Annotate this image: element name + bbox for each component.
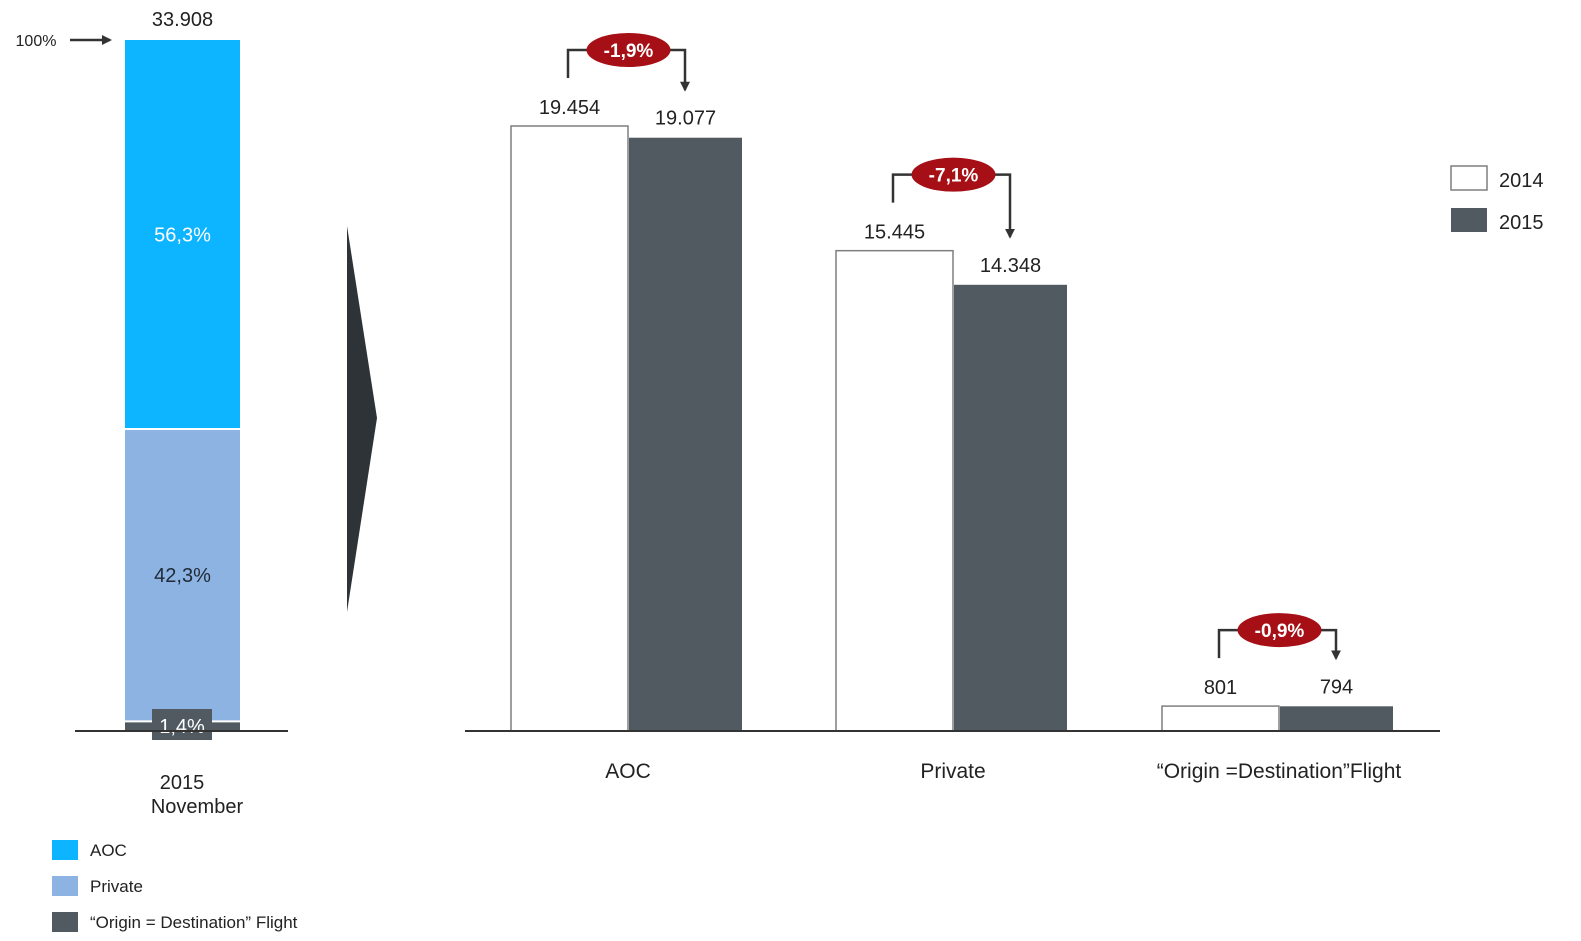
change-label-private: -7,1% bbox=[929, 166, 979, 187]
left-category-line-2: November bbox=[151, 796, 244, 818]
legend-private-label: Private bbox=[90, 877, 143, 896]
segment-aoc bbox=[125, 40, 240, 430]
chevron-divider bbox=[347, 226, 377, 612]
legend-aoc-label: AOC bbox=[90, 841, 127, 860]
total-value-label: 33.908 bbox=[152, 9, 213, 31]
bar-2015-ood bbox=[1280, 706, 1393, 731]
value-label-2014-ood: 801 bbox=[1204, 677, 1237, 699]
change-label-ood: -0,9% bbox=[1255, 621, 1305, 642]
change-badge-private bbox=[911, 157, 996, 192]
legend-2015-swatch bbox=[1451, 208, 1487, 232]
left-category-line-1: 2015 bbox=[160, 772, 205, 794]
value-label-2014-aoc: 19.454 bbox=[539, 97, 600, 119]
category-label-aoc: AOC bbox=[605, 760, 651, 783]
legend-private-swatch bbox=[52, 876, 78, 896]
change-label-aoc: -1,9% bbox=[604, 41, 654, 62]
change-badge-ood bbox=[1237, 613, 1322, 648]
bar-2014-private bbox=[835, 249, 954, 732]
bar-2014-aoc bbox=[510, 125, 629, 732]
legend-2014-swatch bbox=[1450, 165, 1488, 191]
segment-label-aoc: 56,3% bbox=[154, 225, 211, 247]
legend-ood-swatch bbox=[52, 912, 78, 932]
value-label-2014-private: 15.445 bbox=[864, 222, 925, 244]
change-badge-aoc bbox=[586, 33, 671, 67]
value-label-2015-aoc: 19.077 bbox=[655, 108, 716, 130]
segment-label-ood: 1,4% bbox=[159, 716, 205, 738]
value-label-2015-private: 14.348 bbox=[980, 255, 1041, 277]
category-label-private: Private bbox=[920, 760, 985, 783]
category-label-ood: “Origin =Destination”Flight bbox=[1157, 760, 1402, 783]
legend-2014-label: 2014 bbox=[1499, 170, 1544, 192]
bar-2015-private bbox=[954, 284, 1067, 731]
segment-label-private: 42,3% bbox=[154, 565, 211, 587]
legend-aoc-swatch bbox=[52, 840, 78, 860]
segment-private bbox=[125, 429, 240, 722]
bar-2015-aoc bbox=[629, 137, 742, 732]
bar-2014-ood bbox=[1161, 705, 1280, 732]
segment-label-ood-box bbox=[152, 709, 212, 740]
value-label-2015-ood: 794 bbox=[1320, 676, 1353, 698]
legend-2015-label: 2015 bbox=[1499, 212, 1544, 234]
legend-ood-label: “Origin = Destination” Flight bbox=[90, 913, 298, 932]
hundred-percent-label: 100% bbox=[16, 33, 57, 50]
